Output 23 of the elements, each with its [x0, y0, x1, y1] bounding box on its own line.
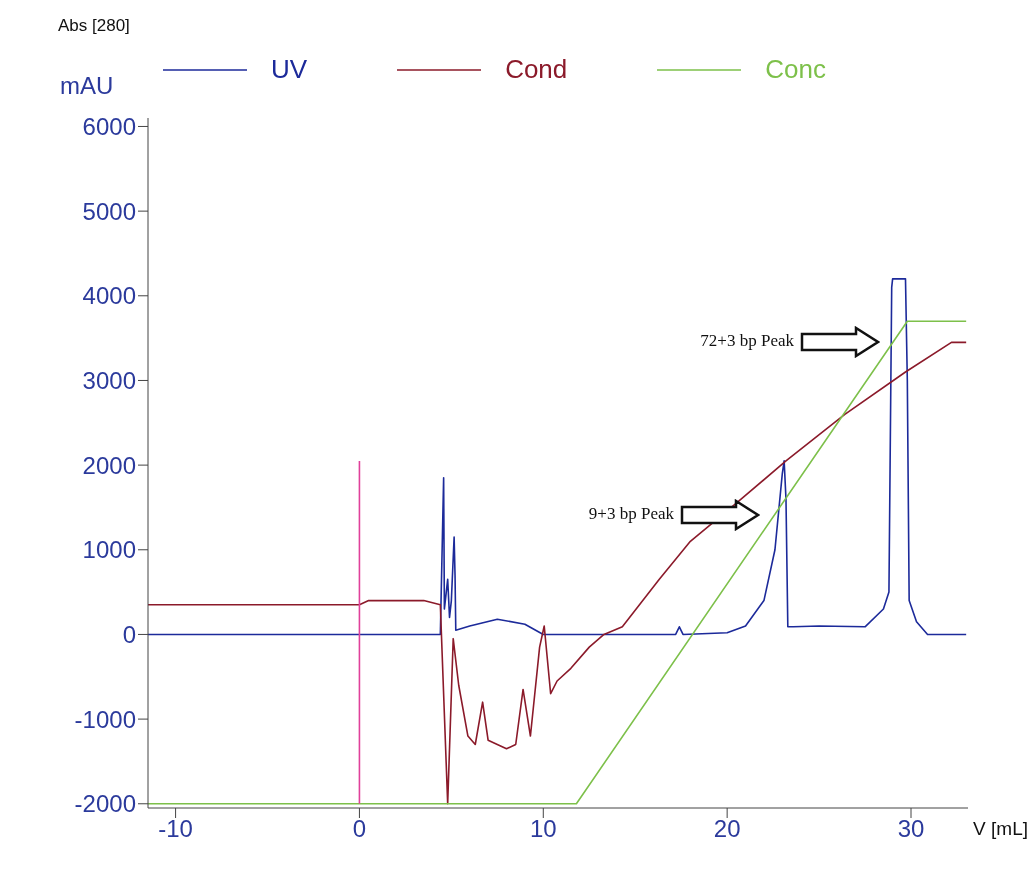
y-tick-label: 1000: [82, 536, 136, 564]
y-tick-label: 4000: [82, 282, 136, 310]
chart-title: Abs [280]: [58, 16, 130, 36]
x-tick-label: 0: [352, 815, 367, 843]
x-tick-label: 10: [529, 815, 557, 843]
y-axis-title: mAU: [60, 72, 114, 100]
line-series: [148, 278, 967, 636]
annotation: 72+3 bp Peak: [700, 331, 794, 351]
y-tick-label: 6000: [82, 112, 136, 140]
x-axis-title: V [mL]: [973, 818, 1028, 840]
legend-label: Cond: [505, 54, 568, 85]
y-tick-label: 0: [122, 620, 136, 648]
x-tick-label: 20: [713, 815, 741, 843]
y-tick-label: 5000: [82, 197, 136, 225]
x-tick-label: 30: [897, 815, 925, 843]
x-tick-label: -10: [158, 815, 193, 843]
y-tick-label: 2000: [82, 451, 136, 479]
y-tick-label: -2000: [74, 790, 136, 818]
legend-label: UV: [271, 54, 308, 85]
y-tick-label: 3000: [82, 366, 136, 394]
legend-label: Conc: [765, 54, 826, 85]
annotation: 9+3 bp Peak: [588, 504, 674, 524]
y-tick-label: -1000: [74, 705, 136, 733]
